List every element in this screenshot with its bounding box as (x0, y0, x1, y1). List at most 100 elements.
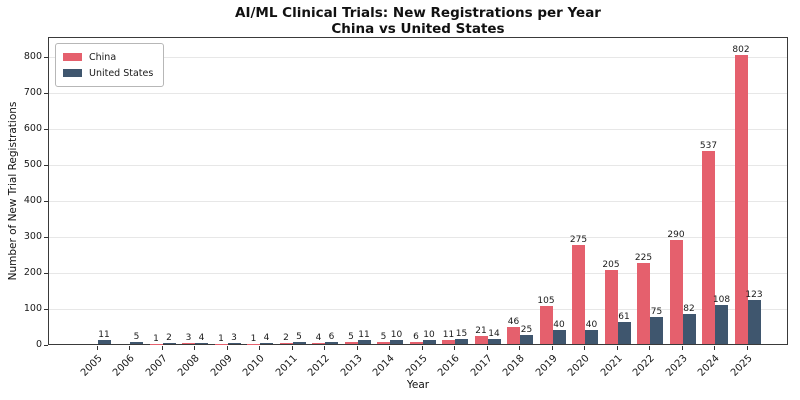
bar-united-states-2019 (552, 329, 566, 344)
plot-area: 11 5 1 2 3 4 1 3 1 4 2 5 4 6 5 11 5 10 6 10 11 15 21 14 46 25 105 4… (48, 37, 788, 345)
x-tick-mark-2010 (259, 346, 260, 350)
bar-label-china-2022: 225 (634, 253, 653, 263)
bar-united-states-2007 (162, 343, 176, 344)
bar-united-states-2012 (325, 341, 338, 344)
bar-label-united-states-2009: 3 (231, 332, 237, 343)
legend: China United States (55, 43, 165, 87)
gridline-200 (49, 273, 787, 274)
chart-title-line1: AI/ML Clinical Trials: New Registrations… (235, 5, 601, 21)
x-tick-mark-2017 (486, 346, 488, 350)
y-tick-mark-600 (44, 129, 48, 130)
bar-label-united-states-2017: 14 (488, 328, 500, 339)
x-tick-mark-2021 (616, 346, 618, 350)
bar-label-united-states-2008: 4 (198, 332, 205, 343)
x-tick-mark-2015 (421, 346, 423, 350)
legend-label-united-states: United States (89, 67, 154, 79)
bar-label-united-states-2010: 4 (263, 332, 270, 343)
chart-title: AI/ML Clinical Trials: New Registrations… (235, 5, 601, 37)
bar-label-china-2010: 1 (250, 333, 257, 344)
bar-china-2019 (539, 306, 553, 344)
x-tick-mark-2008 (194, 346, 195, 350)
legend-row-united-states: United States (63, 65, 153, 81)
legend-swatch-united-states (63, 69, 82, 77)
x-tick-mark-2005 (96, 346, 98, 350)
bar-label-china-2019: 105 (537, 296, 555, 307)
y-tick-mark-500 (44, 165, 48, 166)
bar-united-states-2021 (617, 322, 631, 344)
bar-united-states-2023 (682, 314, 696, 344)
bar-label-china-2018: 46 (507, 317, 520, 328)
bar-united-states-2010 (260, 342, 273, 344)
bar-label-united-states-2023: 82 (683, 304, 695, 315)
bar-label-united-states-2005: 11 (98, 330, 110, 341)
y-tick-label-0: 0 (35, 339, 42, 350)
y-tick-label-500: 500 (23, 159, 42, 170)
bar-china-2020 (572, 245, 585, 344)
x-tick-mark-2022 (649, 346, 650, 350)
bar-united-states-2005 (97, 340, 111, 344)
bar-label-united-states-2007: 2 (166, 333, 172, 344)
gridline-400 (49, 201, 787, 202)
y-tick-label-700: 700 (23, 87, 42, 98)
bar-label-united-states-2011: 5 (296, 332, 302, 343)
bar-china-2015 (409, 341, 423, 344)
y-tick-label-800: 800 (23, 51, 42, 62)
bar-china-2008 (182, 342, 195, 344)
gridline-700 (49, 93, 787, 94)
bar-united-states-2018 (520, 335, 533, 344)
bar-label-united-states-2012: 6 (328, 331, 335, 342)
x-tick-mark-2019 (551, 346, 553, 350)
y-tick-mark-700 (44, 93, 48, 94)
x-tick-mark-2018 (519, 346, 520, 350)
bar-label-china-2007: 1 (153, 333, 159, 344)
legend-row-china: China (63, 49, 153, 65)
bar-label-united-states-2014: 10 (390, 330, 403, 341)
bar-united-states-2011 (292, 342, 306, 344)
bar-united-states-2025 (747, 299, 761, 344)
bar-label-united-states-2021: 61 (618, 312, 630, 323)
gridline-500 (49, 165, 787, 166)
bar-united-states-2022 (650, 317, 663, 344)
bar-united-states-2013 (357, 340, 371, 344)
bar-label-china-2012: 4 (315, 332, 322, 343)
bar-china-2024 (702, 150, 715, 344)
gridline-300 (49, 237, 787, 238)
x-tick-mark-2025 (746, 346, 748, 350)
y-tick-mark-100 (44, 309, 48, 310)
bar-label-china-2014: 5 (380, 332, 387, 343)
y-tick-label-400: 400 (23, 195, 42, 206)
bar-united-states-2014 (390, 340, 403, 344)
bar-china-2013 (344, 342, 358, 344)
bar-label-china-2008: 3 (185, 332, 192, 343)
y-tick-mark-0 (44, 345, 48, 346)
y-tick-label-300: 300 (23, 231, 42, 242)
bar-united-states-2016 (455, 338, 468, 344)
x-axis-label: Year (406, 379, 430, 391)
bar-label-china-2017: 21 (475, 326, 487, 337)
gridline-800 (49, 57, 787, 58)
bar-united-states-2008 (195, 342, 208, 344)
bar-united-states-2020 (585, 329, 598, 344)
bar-label-united-states-2006: 5 (133, 332, 140, 343)
x-tick-mark-2016 (454, 346, 455, 350)
bar-label-united-states-2013: 11 (358, 330, 370, 341)
bar-united-states-2006 (130, 342, 143, 344)
bar-united-states-2024 (715, 305, 728, 344)
chart-title-line2: China vs United States (331, 20, 505, 37)
bar-label-china-2013: 5 (348, 332, 354, 343)
bar-label-united-states-2024: 108 (712, 295, 731, 306)
bar-united-states-2015 (422, 340, 436, 344)
bar-label-united-states-2019: 40 (553, 319, 565, 330)
bar-label-china-2021: 205 (602, 260, 620, 271)
x-tick-mark-2006 (129, 346, 130, 350)
bar-china-2012 (312, 342, 325, 344)
bar-label-united-states-2015: 10 (423, 330, 435, 341)
bar-china-2018 (507, 327, 520, 344)
x-tick-mark-2023 (681, 346, 683, 350)
bar-china-2016 (442, 340, 455, 344)
y-tick-label-600: 600 (23, 123, 42, 134)
bar-label-china-2025: 802 (732, 45, 750, 56)
bar-china-2025 (734, 55, 748, 344)
bar-label-united-states-2016: 15 (455, 328, 468, 339)
bar-label-united-states-2022: 75 (650, 307, 663, 317)
